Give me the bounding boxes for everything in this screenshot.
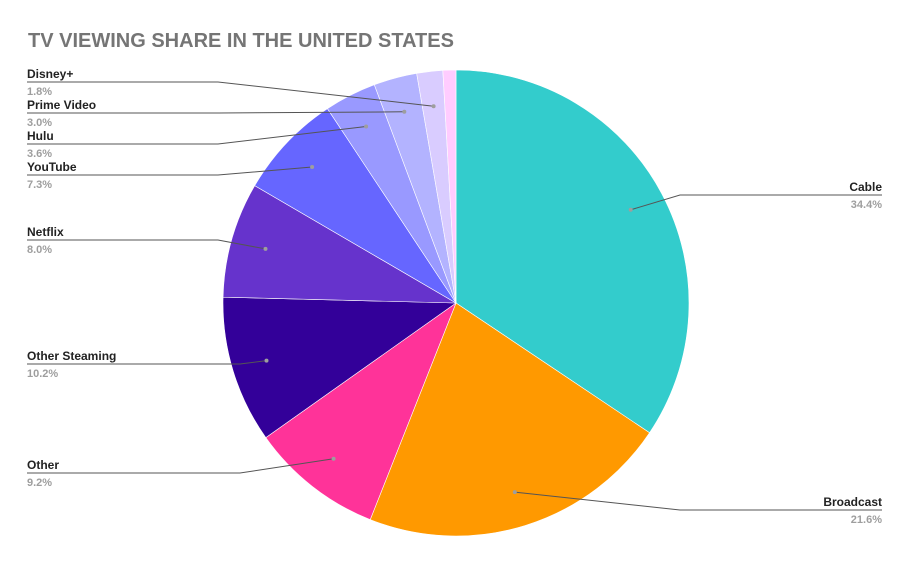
label-youtube: YouTube 7.3% bbox=[27, 160, 315, 191]
leader-dot bbox=[263, 246, 268, 251]
slice-label-percent: 3.0% bbox=[27, 117, 52, 129]
label-disney: Disney+ 1.8% bbox=[27, 67, 436, 109]
label-netflix: Netflix 8.0% bbox=[27, 225, 268, 256]
leader-line bbox=[630, 194, 882, 211]
slice-other-steaming bbox=[222, 296, 457, 438]
slice-label-name: Prime Video bbox=[27, 98, 96, 112]
leader-line bbox=[27, 81, 434, 107]
slice-netflix bbox=[222, 185, 457, 304]
label-prime-video: Prime Video 3.0% bbox=[27, 98, 407, 129]
leader-line bbox=[27, 126, 367, 145]
label-cable: Cable 34.4% bbox=[628, 180, 882, 212]
slice-unlabeled bbox=[442, 69, 457, 304]
leader-dot bbox=[364, 124, 369, 129]
slice-label-percent: 9.2% bbox=[27, 477, 52, 489]
leader-line bbox=[514, 491, 882, 511]
leader-dot bbox=[431, 104, 436, 109]
leader-line bbox=[27, 360, 267, 365]
slice-labels: Cable 34.4% Broadcast 21.6% Other 9.2% Other S… bbox=[27, 67, 882, 526]
slice-label-name: Disney+ bbox=[27, 67, 73, 81]
leader-dot bbox=[512, 490, 517, 495]
slice-label-name: Other bbox=[27, 458, 59, 472]
slice-label-percent: 21.6% bbox=[851, 514, 882, 526]
slice-label-name: Hulu bbox=[27, 129, 54, 143]
slice-broadcast bbox=[369, 302, 650, 537]
slice-label-percent: 7.3% bbox=[27, 179, 52, 191]
slice-label-name: Netflix bbox=[27, 225, 64, 239]
slice-label-percent: 34.4% bbox=[851, 199, 882, 211]
leader-dot bbox=[310, 165, 315, 169]
leader-dot bbox=[264, 358, 269, 363]
slice-label-name: Cable bbox=[849, 180, 882, 194]
slice-label-name: Other Steaming bbox=[27, 349, 116, 363]
label-other-steaming: Other Steaming 10.2% bbox=[27, 349, 269, 380]
slice-label-name: YouTube bbox=[27, 160, 77, 174]
slice-cable bbox=[455, 69, 690, 434]
leader-dot bbox=[402, 109, 407, 114]
leader-line bbox=[27, 111, 405, 114]
label-hulu: Hulu 3.6% bbox=[27, 124, 369, 160]
leader-dot bbox=[331, 456, 336, 461]
chart-title: TV VIEWING SHARE IN THE UNITED STATES bbox=[28, 30, 454, 52]
leader-line bbox=[27, 166, 313, 176]
leader-dot bbox=[628, 207, 633, 212]
label-other: Other 9.2% bbox=[27, 456, 336, 489]
pie-slices bbox=[222, 69, 690, 537]
label-broadcast: Broadcast 21.6% bbox=[512, 490, 882, 526]
slice-other bbox=[265, 302, 457, 521]
slice-label-percent: 1.8% bbox=[27, 86, 52, 98]
slice-label-percent: 10.2% bbox=[27, 368, 58, 380]
slice-youtube bbox=[254, 108, 457, 304]
slice-label-percent: 8.0% bbox=[27, 244, 52, 256]
leader-line bbox=[27, 239, 266, 250]
slice-label-name: Broadcast bbox=[823, 495, 882, 509]
leader-line bbox=[27, 458, 334, 474]
slice-label-percent: 3.6% bbox=[27, 148, 52, 160]
